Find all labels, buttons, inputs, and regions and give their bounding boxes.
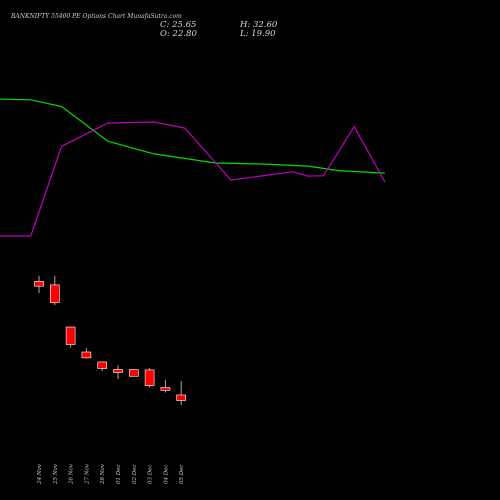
candle-body bbox=[49, 284, 60, 303]
indicator-line-1 bbox=[0, 98, 386, 174]
x-tick-label: 25 Nov bbox=[53, 463, 59, 485]
open-readout: O: 22.80 bbox=[160, 29, 197, 39]
candle-body bbox=[176, 394, 186, 401]
x-axis-ticks: 24 Nov 25 Nov 26 Nov 27 Nov 28 Nov 01 Dec 02 D… bbox=[37, 463, 185, 485]
x-tick-label: 03 Dec bbox=[148, 465, 154, 485]
candle-body bbox=[65, 326, 76, 345]
candle bbox=[129, 369, 139, 377]
candle-body bbox=[160, 387, 171, 391]
candlesticks bbox=[34, 275, 186, 405]
candle bbox=[81, 348, 92, 359]
x-tick-label: 02 Dec bbox=[132, 465, 138, 485]
candle bbox=[144, 367, 155, 388]
x-tick-label: 28 Nov bbox=[100, 463, 106, 485]
candle-body bbox=[97, 361, 107, 369]
candle bbox=[160, 380, 171, 393]
indicator-line-2 bbox=[0, 121, 386, 237]
candle bbox=[34, 275, 44, 293]
candle-body bbox=[81, 351, 92, 359]
candle-body bbox=[144, 369, 155, 386]
candle bbox=[113, 365, 123, 380]
candle bbox=[176, 381, 186, 405]
x-tick-label: 04 Dec bbox=[163, 465, 169, 485]
x-tick-label: 05 Dec bbox=[179, 465, 185, 485]
high-readout: H: 32.60 bbox=[239, 20, 278, 30]
chart-title: BANKNIFTY 55400 PE Options Chart MunafaS… bbox=[10, 13, 182, 20]
candle bbox=[65, 326, 76, 348]
close-readout: C: 25.65 bbox=[160, 20, 196, 30]
x-tick-label: 01 Dec bbox=[116, 465, 122, 485]
low-readout: L: 19.90 bbox=[239, 29, 276, 39]
candle-body bbox=[113, 369, 123, 373]
candle-body bbox=[129, 369, 139, 377]
candle bbox=[97, 361, 107, 371]
x-tick-label: 24 Nov bbox=[37, 463, 43, 485]
candle bbox=[49, 275, 60, 306]
indicator-lines bbox=[0, 98, 386, 237]
x-tick-label: 26 Nov bbox=[69, 463, 75, 485]
x-tick-label: 27 Nov bbox=[84, 463, 90, 485]
candle-body bbox=[34, 281, 44, 287]
